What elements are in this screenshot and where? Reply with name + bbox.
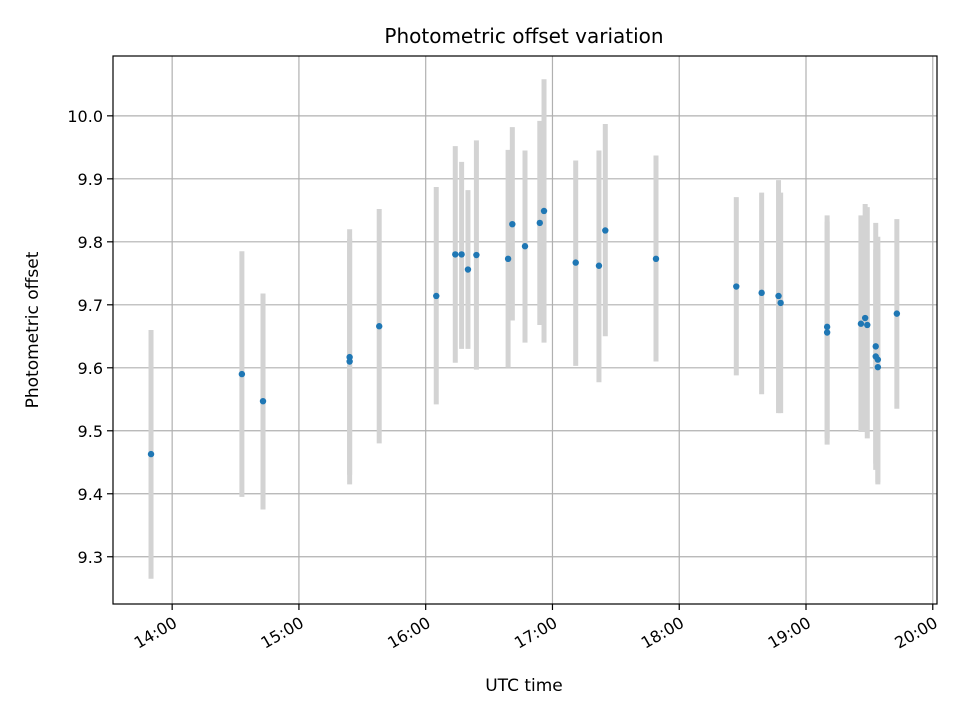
y-axis-ticks: 9.3 9.4 9.5 9.6 9.7 9.8 9.9 10.0: [67, 107, 113, 567]
y-tick-label: 9.3: [78, 548, 103, 567]
data-point: [652, 255, 660, 263]
data-point: [346, 358, 353, 365]
data-point: [857, 320, 865, 327]
data-point: [458, 251, 465, 258]
data-point: [473, 251, 480, 259]
data-point: [259, 397, 267, 405]
y-tick-label: 9.4: [78, 485, 103, 504]
chart-title: Photometric offset variation: [384, 24, 663, 48]
data-point: [777, 299, 784, 307]
y-axis-label: Photometric offset: [23, 251, 43, 408]
data-point: [893, 310, 901, 317]
data-point: [864, 321, 871, 329]
y-tick-label: 9.6: [78, 359, 103, 378]
data-point: [509, 220, 516, 228]
data-point: [823, 329, 831, 336]
data-point: [521, 243, 529, 250]
data-point: [452, 251, 459, 258]
y-tick-label: 9.5: [78, 422, 103, 441]
data-point: [147, 450, 155, 458]
x-axis-label: UTC time: [485, 676, 563, 696]
data-point: [540, 207, 548, 215]
data-point: [595, 262, 603, 269]
data-point: [504, 255, 512, 263]
data-point: [346, 353, 353, 361]
data-point: [376, 323, 383, 330]
data-point: [572, 259, 579, 266]
y-tick-label: 9.7: [78, 296, 103, 315]
data-point: [758, 289, 765, 297]
y-tick-label: 9.8: [78, 233, 103, 252]
data-points: [147, 207, 901, 458]
plot-frame: [112, 55, 938, 605]
data-point: [433, 292, 440, 300]
data-point: [823, 323, 831, 331]
data-point: [238, 370, 246, 378]
data-point: [464, 266, 472, 273]
data-point: [861, 314, 869, 322]
y-tick-label: 10.0: [67, 107, 103, 126]
data-point: [602, 227, 609, 234]
data-point: [733, 283, 740, 290]
data-point: [536, 219, 543, 227]
data-point: [872, 343, 879, 350]
data-point: [775, 292, 782, 300]
data-point: [874, 363, 882, 371]
y-tick-label: 9.9: [78, 170, 103, 189]
data-point: [874, 356, 882, 363]
